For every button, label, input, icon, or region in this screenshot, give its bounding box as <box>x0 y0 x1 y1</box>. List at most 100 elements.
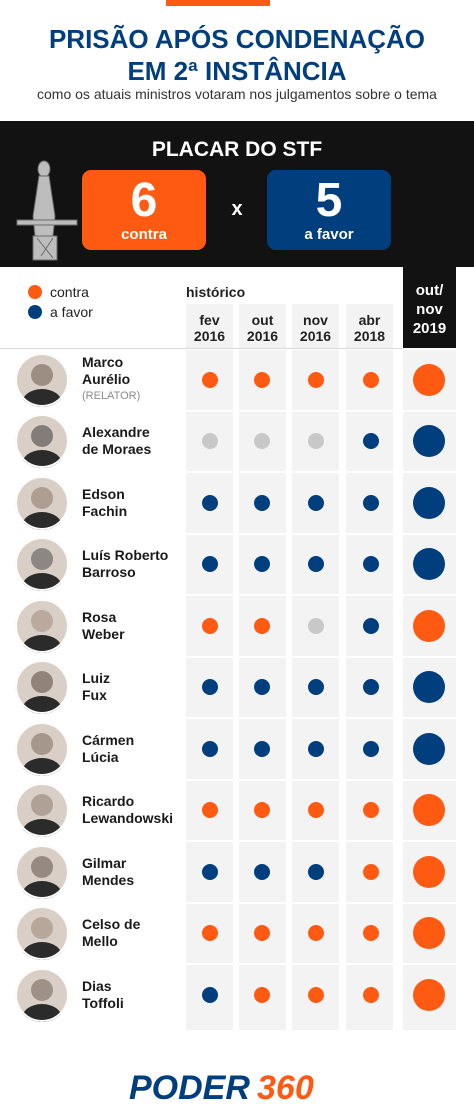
vote-dot-favor <box>363 618 379 634</box>
column-bg-1 <box>186 304 233 1030</box>
minister-name: Edson Fachin <box>82 486 127 520</box>
minister-avatar-icon <box>15 599 69 653</box>
vote-dot-contra <box>202 802 218 818</box>
vote-dot-absent <box>254 433 270 449</box>
column-header-month: fev <box>199 312 220 328</box>
vote-dot-favor <box>308 864 324 880</box>
vote-dot-favor <box>363 679 379 695</box>
justice-statue-icon <box>16 160 78 261</box>
minister-name: Celso de Mello <box>82 916 140 950</box>
vote-dot-absent <box>308 618 324 634</box>
minister-name-line1: Luís Roberto <box>82 547 169 563</box>
legend-contra: contra <box>28 284 89 300</box>
vote-dot-favor <box>363 495 379 511</box>
vote-dot-favor <box>308 679 324 695</box>
minister-name-line1: Dias <box>82 978 112 994</box>
vote-dot-favor <box>202 556 218 572</box>
vote-dot-contra <box>308 987 324 1003</box>
svg-text:PODER: PODER <box>129 1069 250 1106</box>
vote-dot-favor <box>254 679 270 695</box>
column-header-abr-2018: abr 2018 <box>346 312 393 344</box>
current-vote-dot-contra <box>413 856 445 888</box>
row-separator <box>0 963 474 965</box>
minister-name-line2: Toffoli <box>82 995 124 1011</box>
minister-avatar-icon <box>15 660 69 714</box>
favor-dot-icon <box>28 305 42 319</box>
legend-contra-label: contra <box>50 284 89 300</box>
minister-avatar-icon <box>15 845 69 899</box>
minister-name-line1: Celso de <box>82 916 141 932</box>
minister-avatar-icon <box>15 414 69 468</box>
row-separator <box>0 779 474 781</box>
minister-name-line1: Marco <box>82 354 124 370</box>
minister-role: (RELATOR) <box>82 390 141 402</box>
minister-name-line2: Lewandowski <box>82 810 174 826</box>
vote-dot-favor <box>363 433 379 449</box>
row-separator <box>0 410 474 412</box>
minister-avatar-icon <box>15 722 69 776</box>
current-header-line3: 2019 <box>412 320 447 337</box>
column-bg-2 <box>239 304 286 1030</box>
vote-dot-contra <box>363 864 379 880</box>
current-vote-dot-favor <box>413 671 445 703</box>
contra-score-box: 6 contra <box>82 170 206 250</box>
column-header-month: nov <box>303 312 328 328</box>
minister-avatar-icon <box>15 906 69 960</box>
vote-dot-favor <box>202 679 218 695</box>
column-header-year: 2016 <box>193 328 226 344</box>
vote-dot-favor <box>254 495 270 511</box>
minister-name-line1: Gilmar <box>82 855 127 871</box>
column-header-nov-2016: nov 2016 <box>292 312 339 344</box>
vote-dot-favor <box>202 741 218 757</box>
minister-name: Ricardo Lewandowski <box>82 793 173 827</box>
vote-dot-absent <box>308 433 324 449</box>
vote-dot-contra <box>308 802 324 818</box>
minister-name-line2: Aurélio <box>82 371 131 387</box>
minister-name-line2: Mendes <box>82 872 135 888</box>
vote-dot-contra <box>363 987 379 1003</box>
vote-dot-contra <box>308 925 324 941</box>
row-separator <box>0 902 474 904</box>
current-vote-dot-contra <box>413 794 445 826</box>
minister-name-line2: Weber <box>82 626 125 642</box>
minister-name-line2: Barroso <box>82 564 136 580</box>
contra-dot-icon <box>28 285 42 299</box>
vote-dot-contra <box>254 987 270 1003</box>
minister-name: Marco Aurélio (RELATOR) <box>82 354 140 404</box>
vote-dot-favor <box>202 987 218 1003</box>
favor-count: 5 <box>315 174 343 227</box>
current-column-header: out/ nov 2019 <box>403 267 456 349</box>
legend-favor-label: a favor <box>50 304 93 320</box>
contra-count: 6 <box>130 174 158 227</box>
contra-label: contra <box>121 226 167 243</box>
poder360-logo-icon: PODER 360 <box>129 1069 314 1106</box>
vote-dot-contra <box>202 372 218 388</box>
vote-dot-contra <box>363 925 379 941</box>
vote-dot-contra <box>254 618 270 634</box>
vote-dot-contra <box>202 618 218 634</box>
svg-text:360: 360 <box>257 1069 314 1106</box>
current-header-line1: out/ <box>415 282 444 299</box>
minister-name-line1: Alexandre <box>82 424 150 440</box>
current-vote-dot-favor <box>413 425 445 457</box>
favor-score-box: 5 a favor <box>267 170 391 250</box>
vote-dot-favor <box>308 495 324 511</box>
column-header-month: out <box>251 312 274 328</box>
vote-dot-favor <box>308 556 324 572</box>
column-header-out-2016: out 2016 <box>239 312 286 344</box>
score-separator: x <box>231 198 243 220</box>
minister-name: Luís Roberto Barroso <box>82 547 168 581</box>
row-separator <box>0 656 474 658</box>
page-title-line2: EM 2ª INSTÂNCIA <box>127 56 347 86</box>
page-title-line1: PRISÃO APÓS CONDENAÇÃO <box>48 24 426 54</box>
minister-name: Alexandre de Moraes <box>82 424 151 458</box>
row-separator <box>0 471 474 473</box>
current-vote-dot-contra <box>413 610 445 642</box>
vote-dot-contra <box>254 802 270 818</box>
minister-name-line1: Luiz <box>82 670 110 686</box>
row-separator <box>0 717 474 719</box>
minister-name-line2: de Moraes <box>82 441 152 457</box>
minister-name: Cármen Lúcia <box>82 732 134 766</box>
top-accent-bar <box>166 0 270 6</box>
minister-name-line1: Rosa <box>82 609 117 625</box>
